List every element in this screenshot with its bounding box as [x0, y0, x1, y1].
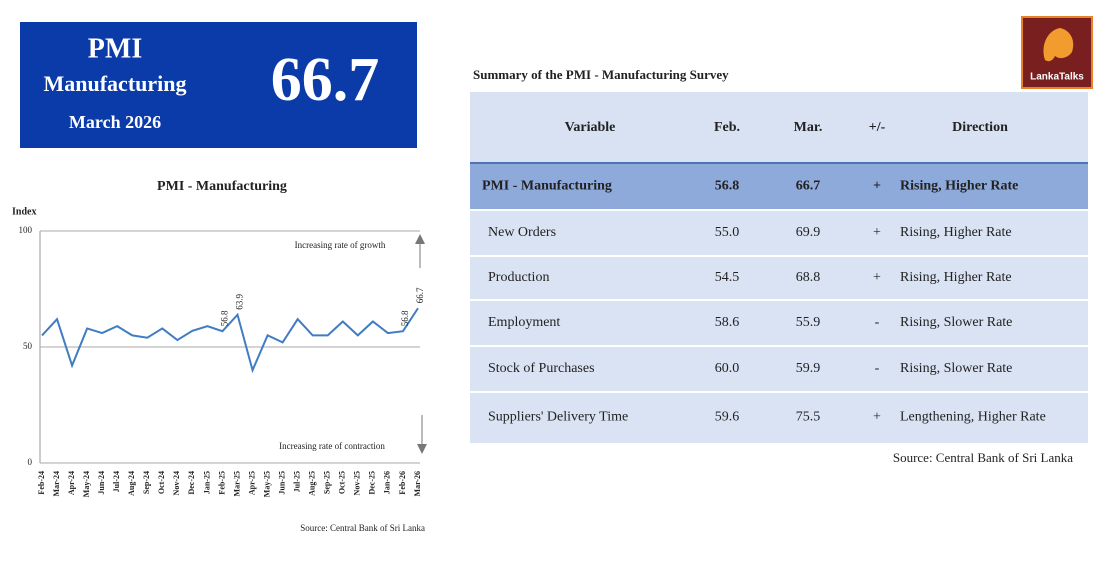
- table-cell: Rising, Slower Rate: [900, 315, 1012, 330]
- table-cell: +: [873, 410, 881, 425]
- table-cell: Rising, Higher Rate: [900, 270, 1012, 285]
- chart-source: Source: Central Bank of Sri Lanka: [300, 523, 425, 533]
- table-cell: 60.0: [715, 361, 740, 376]
- table-source: Source: Central Bank of Sri Lanka: [893, 450, 1073, 465]
- table-cell: -: [875, 361, 880, 376]
- x-tick-label: Sep-24: [142, 471, 151, 494]
- x-tick-label: May-24: [82, 471, 91, 497]
- value-label: 66.7: [415, 287, 425, 303]
- header-value: 66.7: [271, 46, 380, 114]
- table-cell: PMI - Manufacturing: [482, 179, 612, 194]
- annotation: Increasing rate of growth: [295, 240, 386, 250]
- header-title: PMI: [88, 33, 142, 64]
- table-cell: 59.9: [796, 361, 821, 376]
- x-tick-label: Dec-25: [368, 471, 377, 495]
- table-cell: Stock of Purchases: [488, 361, 595, 376]
- x-tick-label: Apr-24: [67, 471, 76, 495]
- table-row-bg: [470, 210, 1088, 256]
- x-tick-label: Jun-25: [277, 471, 286, 495]
- x-tick-label: Jul-25: [293, 471, 302, 492]
- header-period: March 2026: [69, 112, 161, 132]
- table-cell: 58.6: [715, 315, 740, 330]
- table-cell: 56.8: [715, 179, 740, 194]
- table-header: Mar.: [794, 120, 823, 135]
- x-tick-label: May-25: [262, 471, 271, 497]
- table-cell: +: [873, 270, 881, 285]
- y-tick-label: 0: [28, 457, 33, 467]
- x-tick-label: Oct-25: [338, 471, 347, 494]
- logo-lion: [1043, 28, 1074, 62]
- table-header: Variable: [565, 120, 616, 135]
- annotation: Increasing rate of contraction: [279, 441, 385, 451]
- x-tick-label: Mar-24: [52, 471, 61, 496]
- header-subtitle: Manufacturing: [44, 71, 187, 96]
- chart-title: PMI - Manufacturing: [157, 179, 287, 194]
- x-tick-label: Jan-26: [383, 471, 392, 494]
- value-label: 63.9: [235, 294, 245, 310]
- table-cell: 68.8: [796, 270, 821, 285]
- table-cell: Production: [488, 270, 549, 285]
- arrow-head: [415, 234, 425, 244]
- table-row-bg: [470, 300, 1088, 346]
- table-header-bg: [470, 92, 1088, 163]
- table-header: Feb.: [714, 120, 740, 135]
- x-tick-label: Jul-24: [112, 471, 121, 492]
- table-cell: +: [873, 225, 881, 240]
- table-cell: 75.5: [796, 410, 821, 425]
- value-label: 56.8: [400, 310, 410, 326]
- table-header: +/-: [869, 120, 886, 135]
- table-cell: Rising, Slower Rate: [900, 361, 1012, 376]
- table-cell: 66.7: [796, 179, 821, 194]
- table-cell: -: [875, 315, 880, 330]
- x-tick-label: Jan-25: [202, 471, 211, 494]
- x-tick-label: Jun-24: [97, 471, 106, 495]
- table-header: Direction: [952, 120, 1008, 135]
- table-row-bg: [470, 392, 1088, 443]
- x-tick-label: Sep-25: [323, 471, 332, 494]
- arrow-head: [417, 444, 427, 454]
- x-tick-label: Nov-25: [353, 471, 362, 495]
- x-tick-label: Feb-24: [37, 471, 46, 495]
- x-tick-label: Apr-25: [247, 471, 256, 495]
- table-cell: Suppliers' Delivery Time: [488, 410, 628, 425]
- table-cell: Rising, Higher Rate: [900, 179, 1018, 194]
- table-cell: Employment: [488, 315, 560, 330]
- x-tick-label: Feb-26: [398, 471, 407, 495]
- y-tick-label: 100: [19, 225, 33, 235]
- table-row-bg: [470, 346, 1088, 392]
- table-cell: +: [873, 179, 881, 194]
- line: [41, 307, 419, 374]
- x-tick-label: Nov-24: [172, 471, 181, 495]
- x-tick-label: Mar-25: [232, 471, 241, 496]
- table-title: Summary of the PMI - Manufacturing Surve…: [473, 67, 729, 82]
- logo-text: LankaTalks: [1030, 72, 1084, 83]
- table-cell: 55.0: [715, 225, 740, 240]
- table-row-bg: [470, 163, 1088, 210]
- x-tick-label: Oct-24: [157, 471, 166, 494]
- table-cell: 69.9: [796, 225, 821, 240]
- header-box: [20, 22, 417, 148]
- table-cell: New Orders: [488, 225, 556, 240]
- table-cell: Lengthening, Higher Rate: [900, 410, 1046, 425]
- value-label: 56.8: [220, 310, 230, 326]
- x-tick-label: Aug-24: [127, 471, 136, 496]
- x-tick-label: Feb-25: [217, 471, 226, 495]
- x-tick-label: Mar-26: [413, 471, 422, 496]
- table-cell: 54.5: [715, 270, 740, 285]
- table-cell: 55.9: [796, 315, 821, 330]
- table-cell: 59.6: [715, 410, 740, 425]
- y-tick-label: 50: [23, 341, 33, 351]
- x-tick-label: Dec-24: [187, 471, 196, 495]
- table-row-bg: [470, 256, 1088, 300]
- y-axis-label: Index: [12, 206, 36, 217]
- x-tick-label: Aug-25: [308, 471, 317, 496]
- table-cell: Rising, Higher Rate: [900, 225, 1012, 240]
